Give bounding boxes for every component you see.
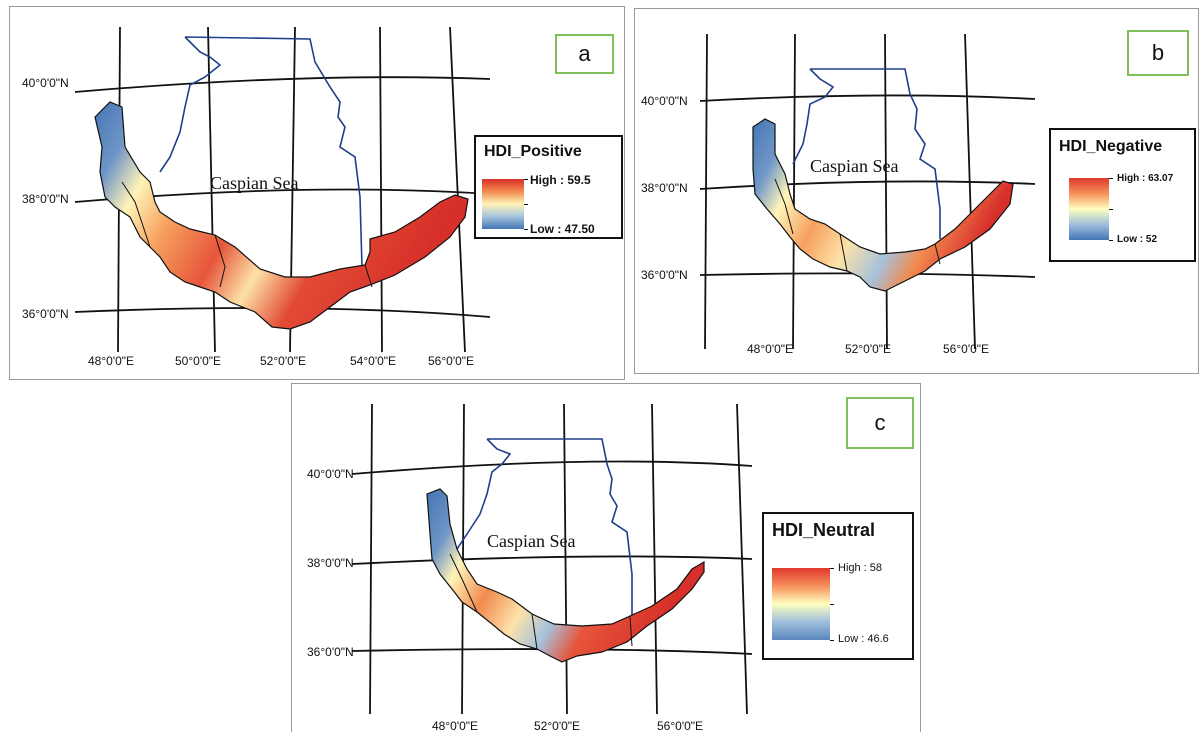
- map-panel-a: Caspian Sea 40°0'0"N 38°0'0"N 36°0'0"N 4…: [9, 6, 625, 380]
- graticule-c: [351, 403, 753, 715]
- lon-label-52: 52°0'0"E: [260, 354, 306, 368]
- province-borders-a: [121, 181, 373, 288]
- legend-title-b: HDI_Negative: [1059, 138, 1163, 155]
- color-ramp-b: [1069, 178, 1109, 240]
- panel-tag-a: a: [555, 34, 614, 74]
- legend-low-a: Low : 47.50: [530, 222, 595, 236]
- caspian-coastline: [159, 36, 371, 270]
- lon-label-56-b: 56°0'0"E: [943, 342, 989, 356]
- lon-label-48: 48°0'0"E: [88, 354, 134, 368]
- lon-label-48-c: 48°0'0"E: [432, 719, 478, 732]
- lon-label-56: 56°0'0"E: [428, 354, 474, 368]
- sea-label-c: Caspian Sea: [487, 531, 575, 551]
- lat-label-38-c: 38°0'0"N: [307, 556, 354, 570]
- map-panel-c: Caspian Sea 40°0'0"N 38°0'0"N 36°0'0"N 4…: [291, 383, 921, 732]
- legend-low-b: Low : 52: [1117, 234, 1158, 245]
- lon-label-52-c: 52°0'0"E: [534, 719, 580, 732]
- lat-label-36: 36°0'0"N: [22, 307, 69, 321]
- lon-label-52-b: 52°0'0"E: [845, 342, 891, 356]
- color-ramp-c: [772, 568, 830, 640]
- province-borders-b: [774, 178, 941, 272]
- legend-high-a: High : 59.5: [530, 173, 591, 187]
- lat-label-36-b: 36°0'0"N: [641, 268, 688, 282]
- legend-c: HDI_Neutral High : 58 Low : 46.6: [762, 512, 914, 660]
- hdi-region-b: [752, 118, 1014, 292]
- lat-label-38: 38°0'0"N: [22, 192, 69, 206]
- legend-b: HDI_Negative High : 63.07 Low : 52: [1049, 128, 1196, 262]
- lon-label-48-b: 48°0'0"E: [747, 342, 793, 356]
- lon-label-54: 54°0'0"E: [350, 354, 396, 368]
- lat-label-36-c: 36°0'0"N: [307, 645, 354, 659]
- caspian-coastline-b: [792, 68, 941, 239]
- legend-title-c: HDI_Neutral: [772, 520, 876, 540]
- panel-tag-b: b: [1127, 30, 1189, 76]
- lat-label-38-b: 38°0'0"N: [641, 181, 688, 195]
- legend-a: HDI_Positive High : 59.5 Low : 47.50: [474, 135, 623, 239]
- map-c-canvas: Caspian Sea 40°0'0"N 38°0'0"N 36°0'0"N 4…: [307, 403, 753, 732]
- legend-high-b: High : 63.07: [1117, 173, 1174, 184]
- panel-tag-c: c: [846, 397, 914, 449]
- graticule-b: [699, 33, 1036, 350]
- map-panel-b: Caspian Sea 40°0'0"N 38°0'0"N 36°0'0"N 4…: [634, 8, 1199, 374]
- lat-label-40: 40°0'0"N: [22, 76, 69, 90]
- legend-high-c: High : 58: [838, 562, 883, 574]
- lon-label-56-c: 56°0'0"E: [657, 719, 703, 732]
- map-b-canvas: Caspian Sea 40°0'0"N 38°0'0"N 36°0'0"N 4…: [641, 33, 1036, 356]
- color-ramp-a: [482, 179, 524, 229]
- sea-label-a: Caspian Sea: [210, 173, 298, 193]
- map-a-canvas: Caspian Sea 40°0'0"N 38°0'0"N 36°0'0"N 4…: [22, 26, 491, 368]
- hdi-region-c: [426, 488, 705, 663]
- hdi-region-a: [94, 101, 469, 330]
- legend-title-a: HDI_Positive: [484, 143, 582, 160]
- caspian-coastline-c: [456, 438, 633, 616]
- sea-label-b: Caspian Sea: [810, 156, 898, 176]
- legend-low-c: Low : 46.6: [838, 633, 889, 645]
- province-borders-c: [449, 553, 633, 650]
- lon-label-50: 50°0'0"E: [175, 354, 221, 368]
- lat-label-40-c: 40°0'0"N: [307, 467, 354, 481]
- lat-label-40-b: 40°0'0"N: [641, 94, 688, 108]
